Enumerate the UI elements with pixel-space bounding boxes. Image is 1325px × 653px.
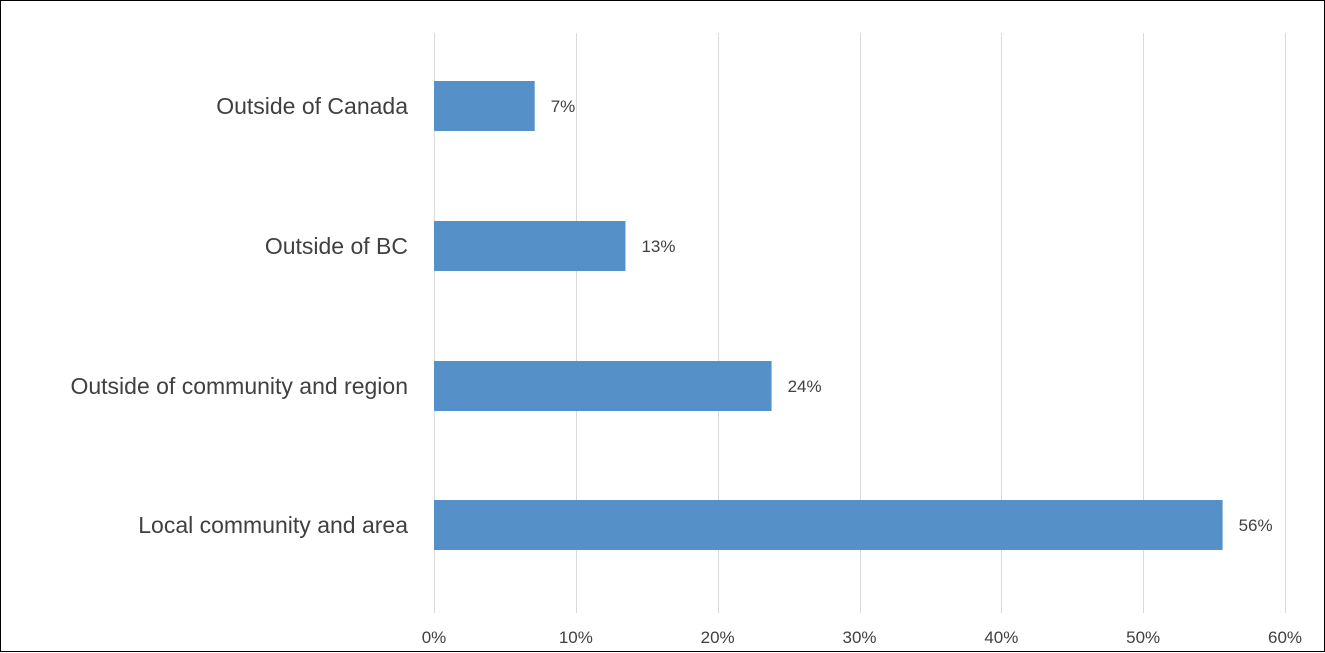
data-labels: 56% 24% 13% 7% [551,97,1273,535]
x-tick-label: 30% [842,628,876,647]
data-label: 13% [641,237,675,256]
bar [434,221,626,271]
category-labels: Local community and area Outside of commu… [70,93,408,538]
gridlines [434,33,1286,613]
x-tick-label: 20% [701,628,735,647]
data-label: 24% [788,377,822,396]
x-tick-label: 40% [984,628,1018,647]
bar [434,500,1223,550]
category-label: Local community and area [138,512,408,538]
category-label: Outside of community and region [70,373,408,399]
bars [434,81,1223,550]
x-tick-label: 10% [559,628,593,647]
data-label: 7% [551,97,576,116]
bar [434,361,772,411]
category-label: Outside of BC [265,233,408,259]
x-tick-label: 60% [1268,628,1302,647]
data-label: 56% [1239,516,1273,535]
x-tick-label: 50% [1126,628,1160,647]
category-label: Outside of Canada [216,93,408,119]
bar [434,81,535,131]
x-tick-label: 0% [422,628,447,647]
x-axis-tick-labels: 0% 10% 20% 30% 40% 50% 60% [422,628,1302,647]
